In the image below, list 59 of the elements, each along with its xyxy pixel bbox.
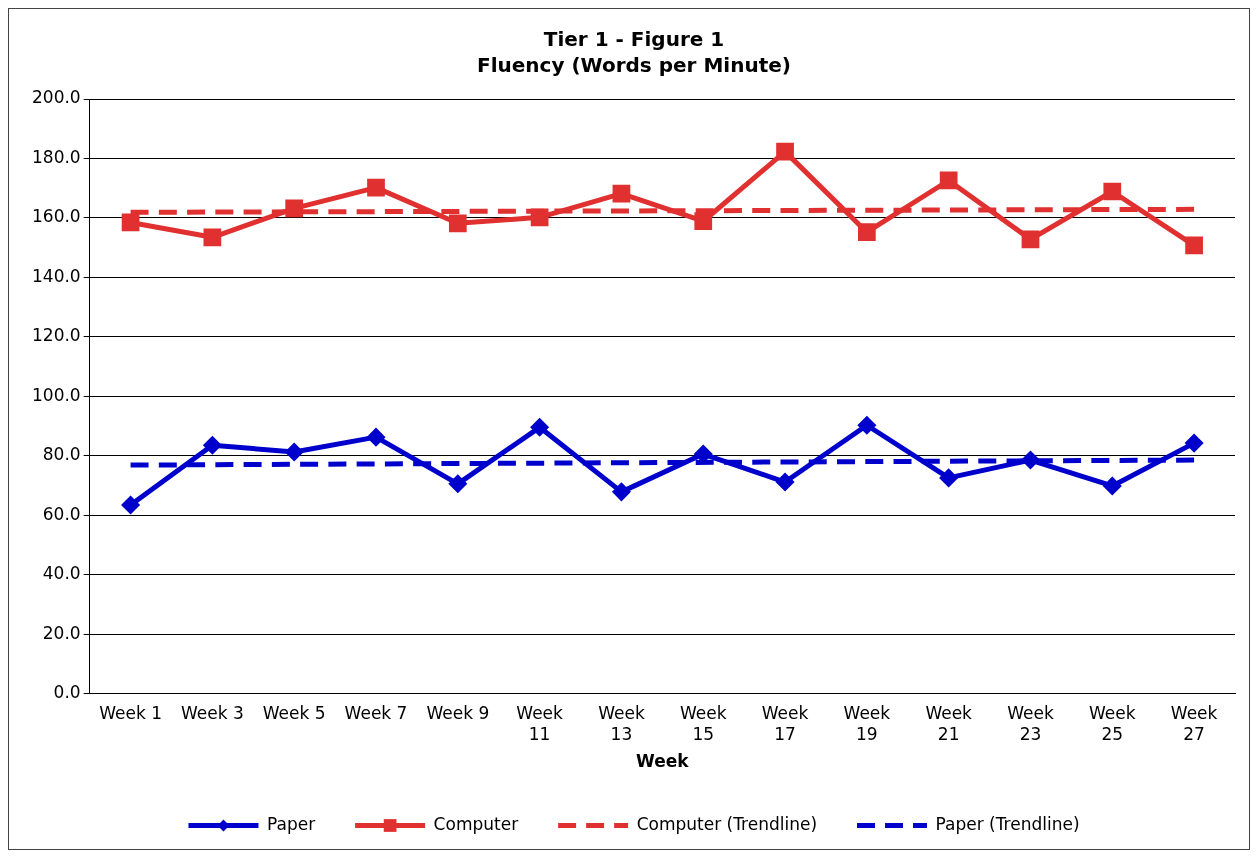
point: [1021, 230, 1040, 249]
point: [1103, 477, 1121, 495]
x-tick-label: Week 9: [426, 703, 490, 724]
point: [940, 469, 958, 487]
point: [285, 199, 304, 218]
x-axis-title: Week: [636, 751, 690, 772]
point: [531, 418, 549, 436]
chart-subtitle: Fluency (Words per Minute): [477, 53, 791, 78]
point: [694, 212, 713, 231]
legend-label: Computer (Trendline): [636, 813, 818, 834]
point: [612, 483, 630, 501]
point: [1185, 236, 1203, 255]
y-tick-label: 60.0: [42, 503, 81, 524]
point: [776, 142, 794, 161]
chart-title: Tier 1 - Figure 1: [543, 27, 725, 52]
point: [776, 473, 794, 491]
y-tick-label: 40.0: [42, 563, 81, 584]
point: [449, 475, 467, 493]
point: [203, 436, 221, 454]
y-tick-label: 140.0: [32, 265, 81, 286]
y-tick-label: 100.0: [32, 384, 81, 405]
x-tick-label: Week 3: [180, 703, 244, 724]
x-tick-label: Week 5: [262, 703, 326, 724]
point: [858, 416, 876, 434]
x-tick-label: Week 13: [598, 703, 645, 744]
legend-label: Paper: [266, 813, 316, 834]
x-tick-label: Week 1: [99, 703, 162, 724]
point: [122, 496, 140, 514]
point: [1185, 434, 1203, 452]
x-tick-label: Week 7: [344, 703, 408, 724]
point: [203, 228, 222, 247]
point: [857, 223, 876, 242]
x-tick-label: Week 21: [925, 703, 973, 744]
y-tick-label: 20.0: [42, 622, 81, 643]
point: [367, 428, 385, 446]
x-tick-label: Week 15: [679, 703, 727, 744]
point: [121, 213, 140, 232]
y-tick-label: 200.0: [32, 87, 81, 108]
x-tick-label: Week 23: [1007, 703, 1054, 744]
point: [448, 214, 467, 233]
point: [939, 171, 958, 190]
y-tick-label: 80.0: [42, 444, 81, 465]
point: [285, 443, 303, 461]
x-tick-label: Week 19: [843, 703, 891, 744]
x-tick-label: Week 25: [1089, 703, 1136, 744]
point: [367, 178, 385, 197]
y-tick-label: 120.0: [32, 325, 81, 346]
point: [612, 184, 631, 203]
y-tick-label: 160.0: [32, 206, 81, 227]
point: [1021, 451, 1039, 469]
x-tick-label: Week 17: [761, 703, 809, 744]
y-tick-label: 180.0: [32, 146, 81, 167]
y-tick-label: 0.0: [53, 682, 81, 703]
x-tick-label: Week 27: [1170, 703, 1218, 744]
x-tick-label: Week 11: [516, 703, 564, 744]
point: [1103, 182, 1122, 201]
legend-label: Computer: [433, 813, 519, 834]
legend-label: Paper (Trendline): [935, 813, 1080, 834]
point: [530, 208, 549, 227]
